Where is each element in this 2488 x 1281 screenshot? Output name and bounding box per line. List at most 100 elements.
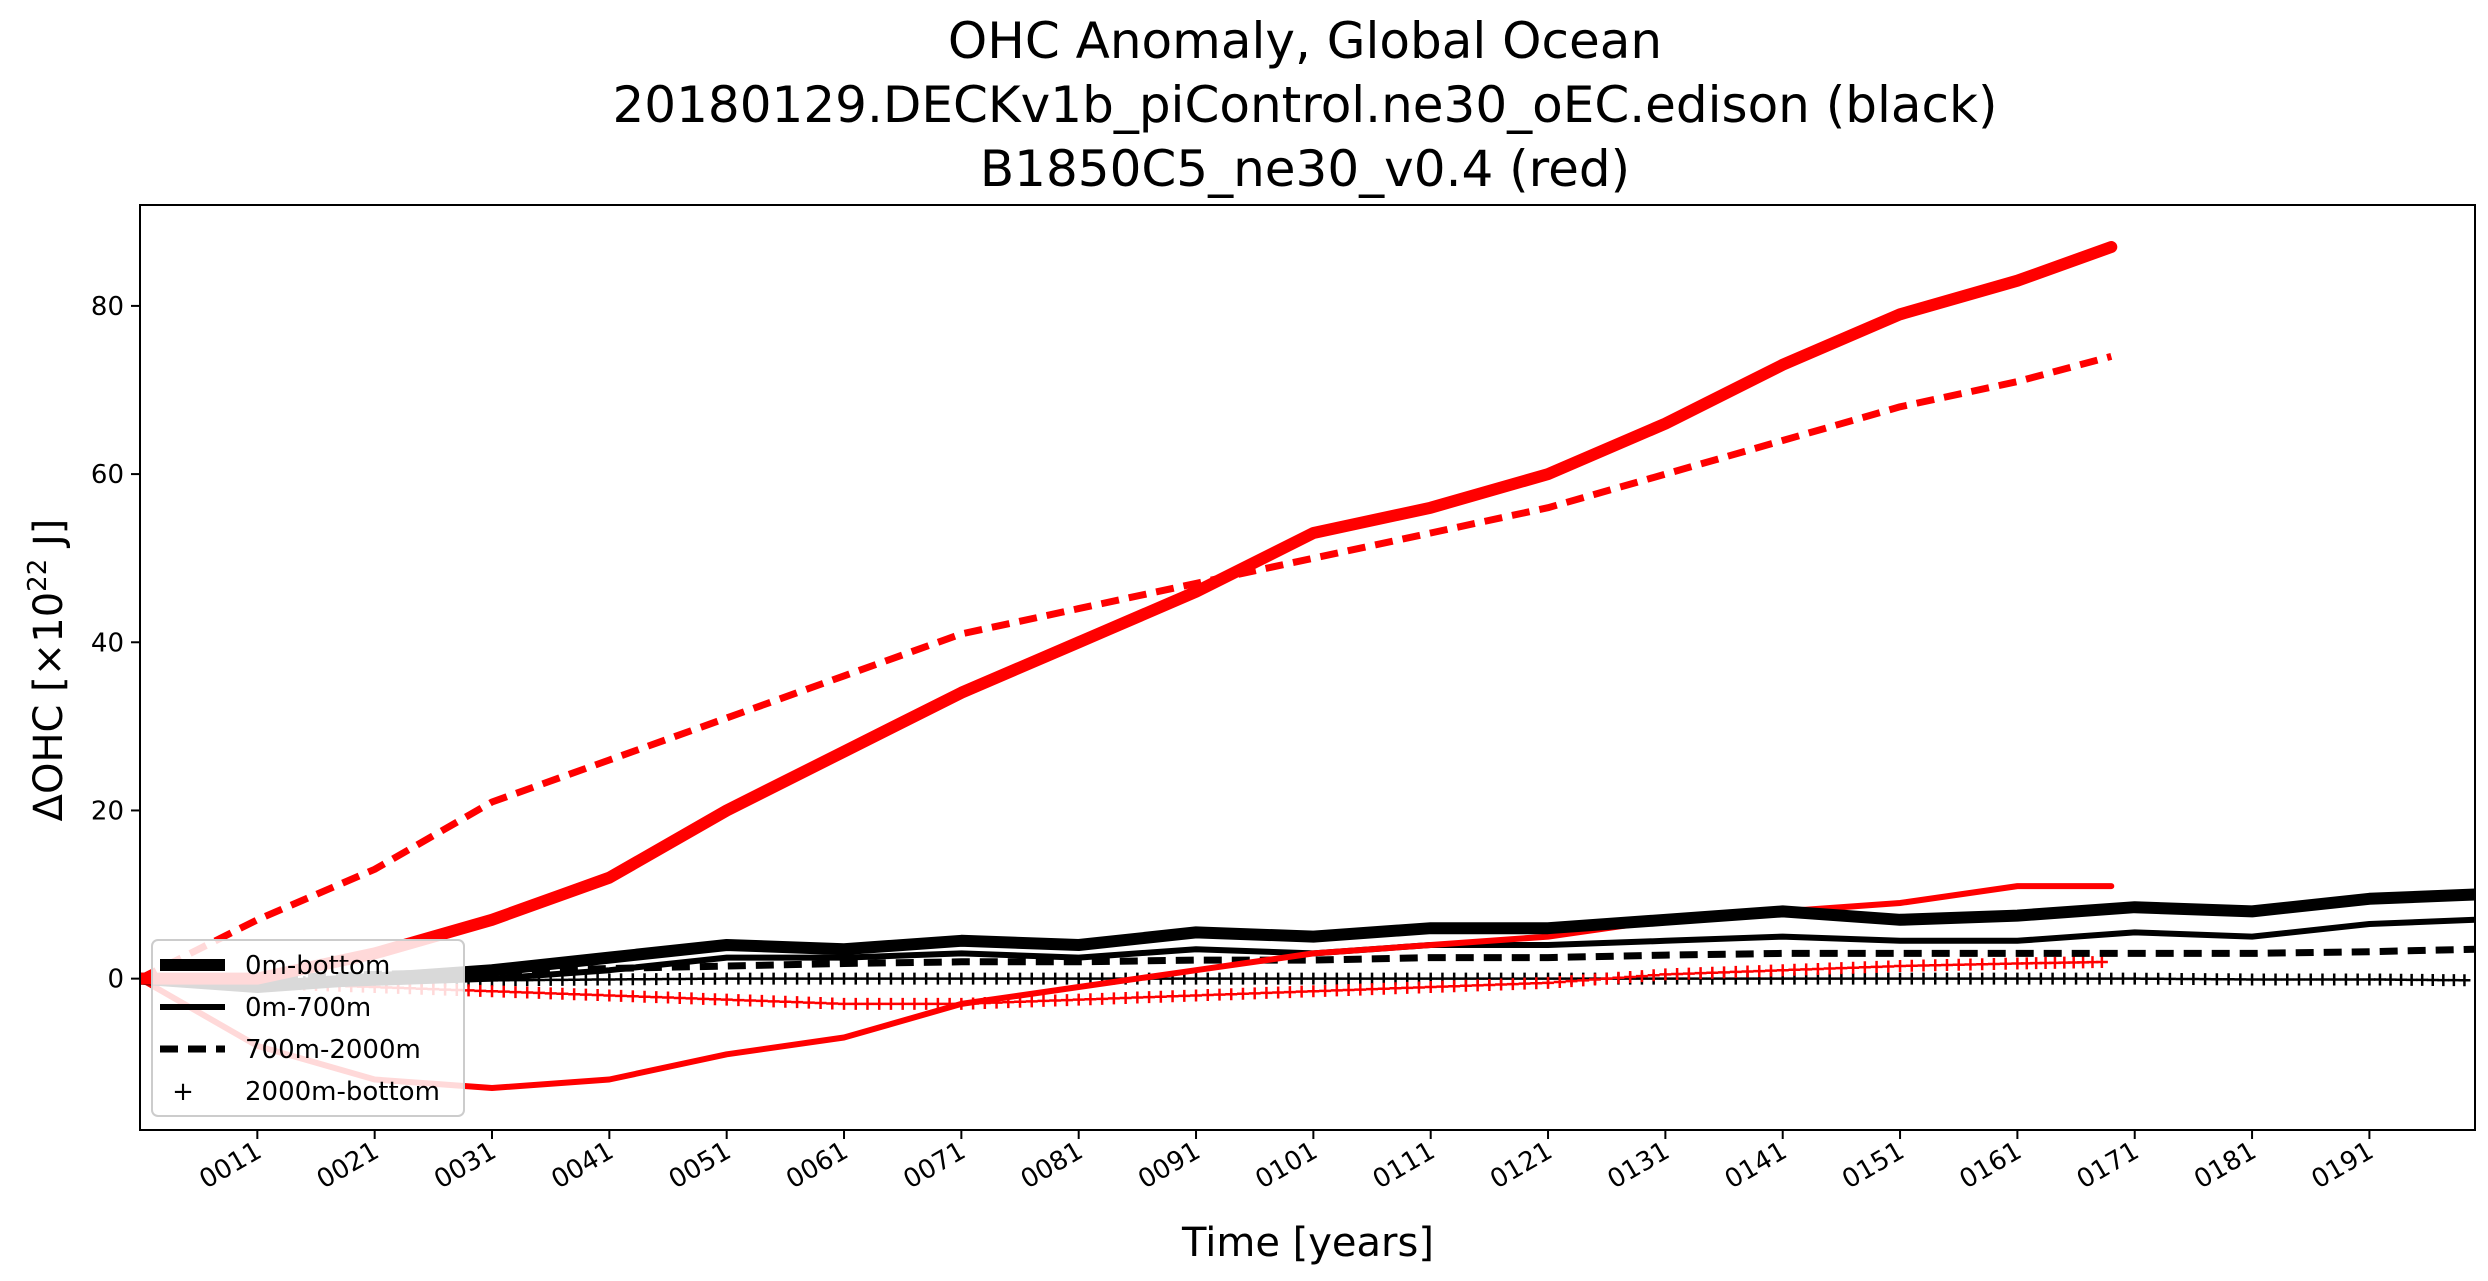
series-marker bbox=[1718, 966, 1731, 979]
series-marker bbox=[697, 992, 710, 1005]
series-marker bbox=[2281, 973, 2294, 986]
series-marker bbox=[791, 996, 804, 1009]
y-tick-label: 0 bbox=[107, 965, 124, 995]
series-marker bbox=[779, 995, 792, 1008]
series-marker bbox=[884, 972, 897, 985]
series-marker bbox=[1847, 961, 1860, 974]
series-marker bbox=[521, 986, 534, 999]
series-marker bbox=[2046, 972, 2059, 985]
series-marker bbox=[908, 997, 921, 1010]
series-marker bbox=[2034, 972, 2047, 985]
series-red-0m-bottom bbox=[140, 241, 2118, 985]
series-marker bbox=[920, 997, 933, 1010]
series-marker bbox=[1225, 988, 1238, 1001]
series-marker bbox=[861, 997, 874, 1010]
series-marker bbox=[1624, 970, 1637, 983]
series-marker bbox=[1811, 962, 1824, 975]
series-marker bbox=[2351, 973, 2364, 986]
series-marker bbox=[1201, 972, 1214, 985]
series-marker bbox=[1694, 967, 1707, 980]
series-marker bbox=[861, 972, 874, 985]
series-marker bbox=[1330, 972, 1343, 985]
series-marker bbox=[2363, 973, 2376, 986]
series-marker bbox=[1741, 965, 1754, 978]
series-marker bbox=[1107, 992, 1120, 1005]
series-marker bbox=[1354, 972, 1367, 985]
series-marker bbox=[1964, 972, 1977, 985]
series-marker bbox=[1201, 989, 1214, 1002]
series-marker bbox=[1964, 958, 1977, 971]
series-marker bbox=[1542, 976, 1555, 989]
series-marker bbox=[2395, 973, 2408, 986]
legend: 0m-bottom 0m-700m 700m-2000m + 2000m-bot… bbox=[151, 939, 465, 1117]
series-marker bbox=[2426, 973, 2439, 986]
series-marker bbox=[1025, 995, 1038, 1008]
series-marker bbox=[2128, 972, 2141, 985]
series-marker bbox=[1424, 981, 1437, 994]
series-marker bbox=[1377, 982, 1390, 995]
series-marker bbox=[638, 990, 651, 1003]
series-marker bbox=[2437, 974, 2450, 987]
series-marker bbox=[626, 973, 639, 986]
series-marker bbox=[1495, 978, 1508, 991]
series-marker bbox=[1389, 982, 1402, 995]
series-marker bbox=[2304, 973, 2317, 986]
series-marker bbox=[1436, 980, 1449, 993]
series-marker bbox=[1307, 972, 1320, 985]
series-marker bbox=[685, 972, 698, 985]
series-marker bbox=[532, 986, 545, 999]
series-marker bbox=[1471, 979, 1484, 992]
y-tick-label: 60 bbox=[91, 460, 124, 490]
series-marker bbox=[1999, 972, 2012, 985]
series-marker bbox=[2023, 972, 2036, 985]
series-marker bbox=[2081, 972, 2094, 985]
series-marker bbox=[1072, 972, 1085, 985]
series-marker bbox=[1917, 972, 1930, 985]
series-marker bbox=[1236, 972, 1249, 985]
series-marker bbox=[744, 972, 757, 985]
chart-title-line-3: B1850C5_ne30_v0.4 (red) bbox=[980, 140, 1630, 198]
series-marker bbox=[1190, 989, 1203, 1002]
series-marker bbox=[2222, 973, 2235, 986]
series-marker bbox=[1213, 988, 1226, 1001]
series-marker bbox=[1401, 981, 1414, 994]
series-marker bbox=[673, 991, 686, 1004]
series-marker bbox=[1682, 967, 1695, 980]
series-marker bbox=[1600, 972, 1613, 985]
series-marker bbox=[1272, 972, 1285, 985]
series-black-0m-bottom bbox=[140, 888, 2475, 993]
series-marker bbox=[943, 972, 956, 985]
series-marker bbox=[990, 972, 1003, 985]
y-axis: 0 20 40 60 80 bbox=[91, 292, 140, 995]
series-marker bbox=[1260, 972, 1273, 985]
series-marker bbox=[1166, 990, 1179, 1003]
series-marker bbox=[1295, 972, 1308, 985]
series-marker bbox=[1448, 980, 1461, 993]
series-marker bbox=[1307, 985, 1320, 998]
series-marker bbox=[1659, 968, 1672, 981]
series-marker bbox=[873, 972, 886, 985]
legend-label-0m-bottom: 0m-bottom bbox=[245, 951, 390, 981]
series-marker bbox=[1272, 986, 1285, 999]
series-marker bbox=[767, 995, 780, 1008]
series-marker bbox=[1835, 962, 1848, 975]
series-marker bbox=[1178, 989, 1191, 1002]
series-marker bbox=[2373, 973, 2386, 986]
series-marker bbox=[591, 989, 604, 1002]
series-marker bbox=[1952, 958, 1965, 971]
series-marker bbox=[1835, 972, 1848, 985]
series-marker bbox=[1565, 975, 1578, 988]
series-marker bbox=[1143, 991, 1156, 1004]
series-marker bbox=[2105, 972, 2118, 985]
series-marker bbox=[650, 973, 663, 986]
series-marker bbox=[1870, 960, 1883, 973]
series-marker bbox=[908, 972, 921, 985]
series-marker bbox=[814, 972, 827, 985]
series-marker bbox=[1412, 981, 1425, 994]
series-marker bbox=[1647, 969, 1660, 982]
series-marker bbox=[1553, 976, 1566, 988]
series-marker bbox=[1072, 993, 1085, 1006]
series-marker bbox=[2070, 972, 2083, 985]
series-marker bbox=[2447, 974, 2460, 987]
legend-label-2000m-bottom: 2000m-bottom bbox=[245, 1077, 440, 1107]
